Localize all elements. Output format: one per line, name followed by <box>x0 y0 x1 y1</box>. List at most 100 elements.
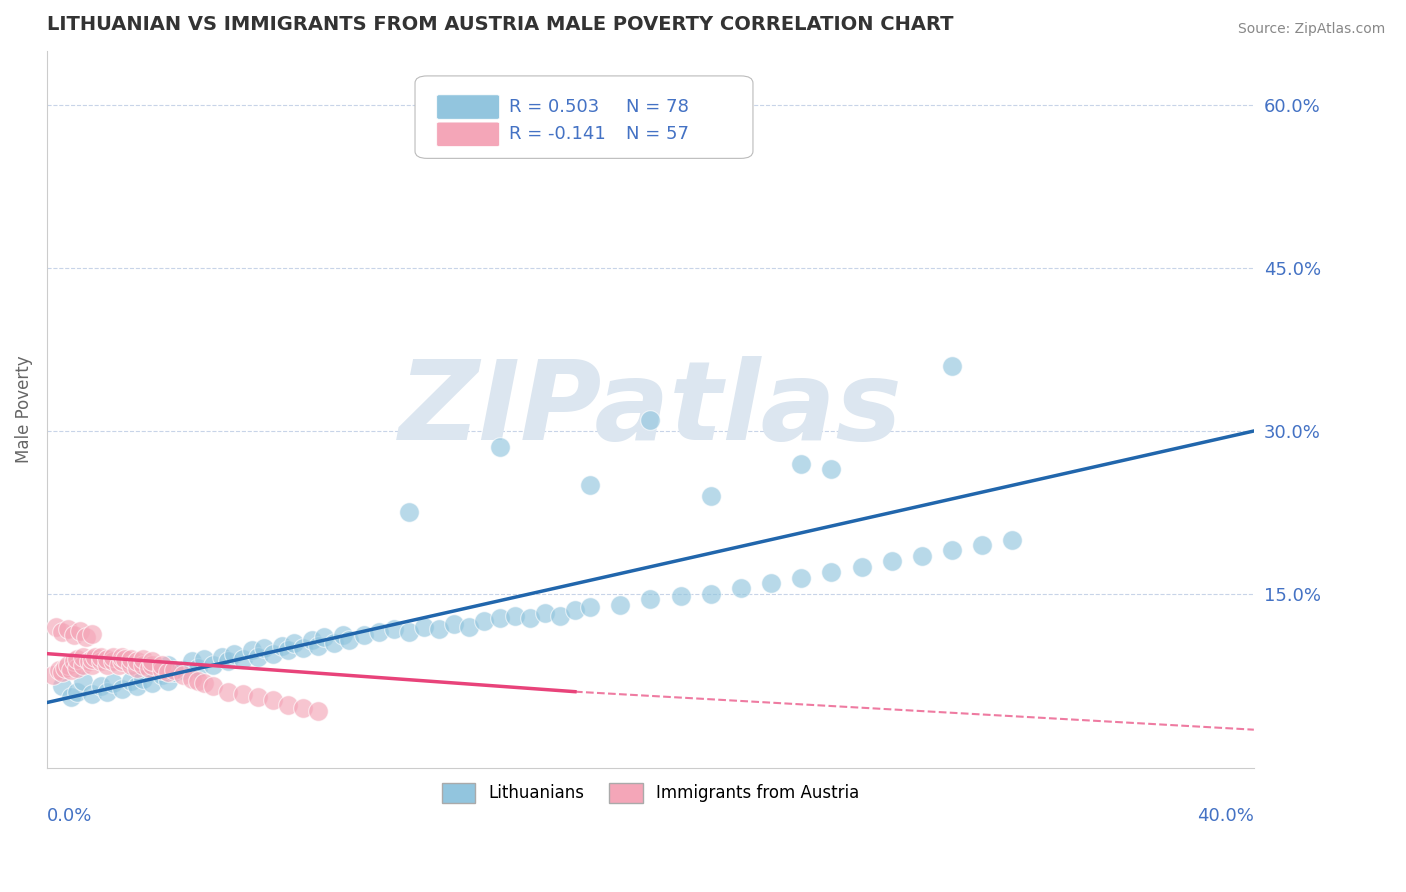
Point <box>277 698 299 712</box>
Point <box>75 631 97 645</box>
Point <box>443 617 465 632</box>
Point <box>111 682 134 697</box>
FancyBboxPatch shape <box>437 122 499 146</box>
Text: Source: ZipAtlas.com: Source: ZipAtlas.com <box>1237 22 1385 37</box>
Point <box>156 665 179 679</box>
Text: N = 78: N = 78 <box>626 98 689 116</box>
Y-axis label: Male Poverty: Male Poverty <box>15 355 32 463</box>
Point <box>141 654 163 668</box>
Point <box>187 661 209 675</box>
Point <box>42 668 65 682</box>
Point <box>211 649 233 664</box>
Point <box>488 611 510 625</box>
Point <box>150 663 173 677</box>
Point <box>911 549 934 563</box>
Point <box>201 657 224 672</box>
Point <box>69 624 91 638</box>
Point <box>172 663 194 677</box>
Point <box>609 598 631 612</box>
Point <box>90 649 112 664</box>
Point <box>262 647 284 661</box>
Point <box>156 657 179 672</box>
Point <box>132 672 155 686</box>
Point <box>82 652 104 666</box>
Point <box>201 679 224 693</box>
Point <box>90 654 112 668</box>
Point <box>162 663 184 677</box>
Point <box>322 636 344 650</box>
Point <box>533 607 555 621</box>
Text: ZIPatlas: ZIPatlas <box>398 356 903 463</box>
Point <box>53 661 76 675</box>
Point <box>307 639 329 653</box>
Point <box>111 654 134 668</box>
Point <box>488 440 510 454</box>
Point <box>564 603 586 617</box>
Point <box>640 592 662 607</box>
Point <box>367 624 389 639</box>
Point <box>187 673 209 688</box>
Point <box>162 665 184 679</box>
Point <box>127 661 149 675</box>
Point <box>699 587 721 601</box>
Text: LITHUANIAN VS IMMIGRANTS FROM AUSTRIA MALE POVERTY CORRELATION CHART: LITHUANIAN VS IMMIGRANTS FROM AUSTRIA MA… <box>46 15 953 34</box>
Point <box>222 647 245 661</box>
Point <box>60 690 83 705</box>
Point <box>120 673 142 688</box>
Point <box>48 663 70 677</box>
Point <box>851 559 873 574</box>
Point <box>759 576 782 591</box>
Point <box>103 649 125 664</box>
Point <box>301 632 323 647</box>
Point <box>240 643 263 657</box>
Point <box>941 359 963 373</box>
Point <box>120 657 142 672</box>
Point <box>96 657 118 672</box>
Point <box>150 657 173 672</box>
Point <box>579 478 602 492</box>
Point <box>51 679 73 693</box>
Point <box>56 657 79 672</box>
Point <box>120 652 142 666</box>
Point <box>307 704 329 718</box>
Point <box>474 614 496 628</box>
Point <box>519 611 541 625</box>
Text: N = 57: N = 57 <box>626 125 689 144</box>
Point <box>247 690 270 705</box>
Point <box>66 661 89 675</box>
Point <box>398 624 420 639</box>
Point <box>150 668 173 682</box>
Point <box>63 654 86 668</box>
Point <box>283 636 305 650</box>
Point <box>56 622 79 636</box>
FancyBboxPatch shape <box>437 95 499 120</box>
Point <box>820 565 842 579</box>
Point <box>332 628 354 642</box>
Point <box>1001 533 1024 547</box>
Point <box>66 652 89 666</box>
Point <box>72 657 94 672</box>
Point <box>217 684 239 698</box>
Legend: Lithuanians, Immigrants from Austria: Lithuanians, Immigrants from Austria <box>434 776 866 810</box>
Point <box>127 654 149 668</box>
Point <box>108 657 131 672</box>
Point <box>96 652 118 666</box>
Point <box>51 624 73 639</box>
Text: 40.0%: 40.0% <box>1197 807 1254 825</box>
Point <box>72 673 94 688</box>
Point <box>132 652 155 666</box>
Point <box>193 652 215 666</box>
Point <box>413 619 436 633</box>
Point <box>247 649 270 664</box>
Text: R = -0.141: R = -0.141 <box>509 125 606 144</box>
Point <box>82 627 104 641</box>
Point <box>972 538 994 552</box>
Point <box>114 652 136 666</box>
Point <box>790 457 813 471</box>
Text: 0.0%: 0.0% <box>46 807 93 825</box>
Point <box>458 619 481 633</box>
Point <box>103 654 125 668</box>
Point <box>193 676 215 690</box>
Point <box>172 668 194 682</box>
Point <box>180 672 202 686</box>
